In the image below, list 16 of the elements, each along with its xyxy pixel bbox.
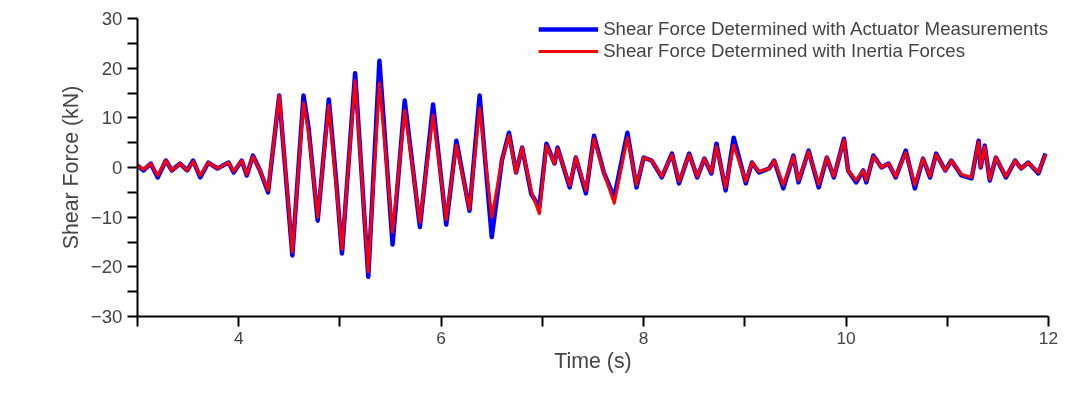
y-tick-label: 20 (101, 57, 123, 79)
y-tick-label: −30 (90, 306, 123, 327)
legend-label: Shear Force Determined with Inertia Forces (603, 40, 966, 62)
y-tick-label: −10 (90, 206, 123, 228)
y-tick-label: 10 (101, 107, 123, 129)
x-tick-label: 4 (233, 327, 244, 348)
x-tick-label: 8 (638, 327, 649, 348)
x-tick-label: 12 (1038, 327, 1059, 348)
y-tick-label: −20 (90, 256, 123, 278)
x-tick-label: 10 (836, 327, 856, 348)
legend-label: Shear Force Determined with Actuator Measurements (603, 18, 1048, 40)
x-tick-label: 6 (436, 327, 446, 348)
x-axis-title: Time (s) (554, 348, 632, 373)
y-tick-label: 30 (101, 8, 123, 29)
y-axis-title: Shear Force (kN) (58, 85, 83, 250)
y-tick-label: 0 (112, 157, 123, 178)
